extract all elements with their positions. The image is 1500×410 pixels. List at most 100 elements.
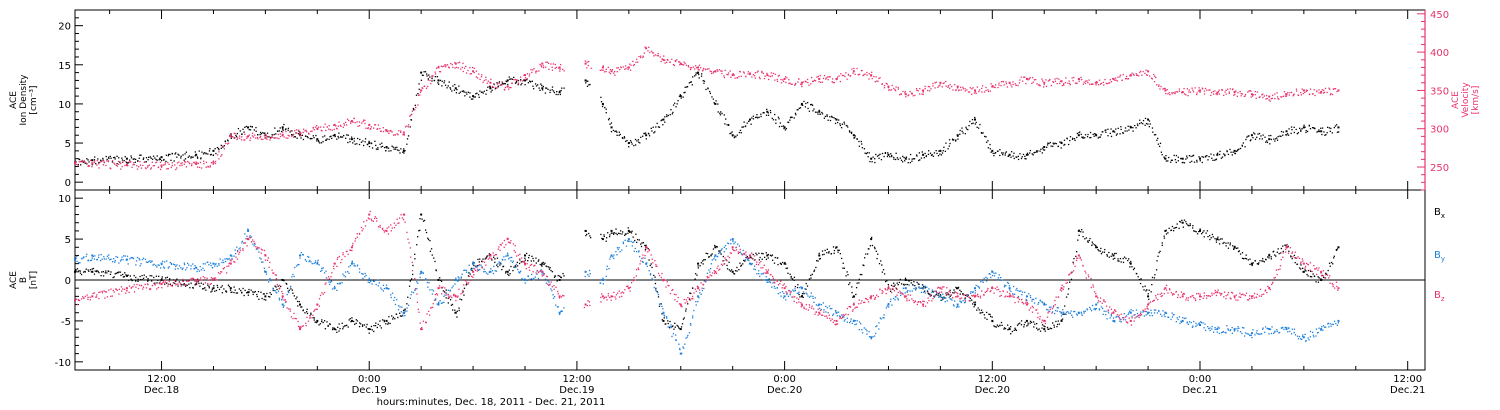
series-by-trace — [858, 321, 861, 323]
series-by-trace — [1110, 314, 1112, 316]
velocity-series-trace — [883, 87, 886, 89]
density-series-trace — [464, 95, 466, 97]
velocity-series-trace — [323, 126, 325, 128]
density-series-trace — [662, 124, 664, 126]
velocity-series-trace — [679, 64, 681, 66]
density-series-trace — [381, 142, 383, 144]
velocity-series-trace — [107, 160, 110, 162]
series-bx-point — [610, 229, 613, 232]
velocity-series-trace — [1218, 89, 1220, 91]
series-bx-trace — [1154, 274, 1156, 276]
series-by-trace — [407, 304, 410, 307]
series-bx-trace — [1173, 227, 1175, 229]
velocity-series-trace — [992, 85, 994, 87]
velocity-series-trace — [727, 72, 730, 74]
velocity-series-trace — [485, 79, 487, 81]
series-bx-trace — [1046, 326, 1049, 329]
velocity-series-trace — [403, 134, 405, 136]
density-series-trace — [743, 121, 745, 123]
density-series-trace — [1287, 134, 1290, 136]
series-bx-trace — [93, 273, 96, 275]
density-series-trace — [551, 86, 554, 88]
density-series-trace — [1026, 152, 1029, 154]
series-by-trace — [537, 277, 540, 280]
density-series-trace — [677, 100, 679, 102]
series-bx-trace — [379, 320, 381, 322]
density-series-trace — [1270, 138, 1273, 141]
series-by-trace — [983, 277, 985, 280]
series-by-trace — [461, 273, 463, 275]
density-series-trace — [511, 78, 514, 80]
series-by-trace — [772, 282, 774, 284]
velocity-series-trace — [891, 84, 893, 87]
series-by-trace — [1119, 320, 1121, 322]
series-bx-trace — [129, 275, 131, 277]
density-series-trace — [938, 150, 940, 152]
density-series-trace — [477, 94, 480, 96]
series-bx-trace — [1229, 242, 1231, 244]
velocity-series-trace — [1174, 92, 1176, 95]
velocity-series-trace — [114, 163, 116, 165]
density-series-trace — [192, 156, 194, 158]
density-series-trace — [94, 156, 96, 158]
density-series-trace — [1242, 142, 1245, 144]
series-bx-trace — [530, 260, 532, 262]
series-bx-trace — [424, 229, 427, 231]
velocity-series-trace — [786, 77, 788, 79]
density-series-trace — [214, 148, 216, 150]
series-by-trace — [1264, 326, 1267, 328]
density-series-trace — [1033, 152, 1035, 154]
series-bx-trace — [1047, 328, 1049, 330]
velocity-series-trace — [667, 59, 669, 61]
velocity-series-trace — [952, 89, 954, 91]
series-bx-trace — [635, 233, 637, 235]
velocity-series-trace — [440, 65, 442, 67]
series-bx-trace — [1265, 258, 1267, 261]
density-series-trace — [1259, 138, 1261, 140]
density-series-trace — [1054, 142, 1056, 144]
series-by-trace — [1056, 307, 1058, 309]
density-series-trace — [814, 111, 817, 113]
series-by-trace — [267, 279, 270, 281]
density-series-trace — [762, 112, 765, 114]
velocity-series-trace — [1174, 91, 1177, 93]
velocity-series-trace — [651, 50, 653, 52]
series-bx-trace — [815, 266, 817, 269]
density-series-trace — [767, 112, 769, 114]
series-by-trace — [836, 315, 838, 317]
velocity-series-trace — [515, 79, 518, 81]
density-series-point — [991, 149, 994, 152]
density-series-trace — [614, 130, 616, 133]
series-by-point — [506, 254, 509, 257]
density-series-trace — [630, 141, 633, 143]
series-by-trace — [113, 258, 115, 260]
density-series-trace — [1196, 159, 1198, 162]
series-by-trace — [807, 295, 809, 297]
velocity-series-trace — [1052, 80, 1054, 83]
series-by-trace — [817, 304, 819, 307]
series-bx-trace — [454, 309, 456, 311]
velocity-series-trace — [801, 85, 803, 88]
density-series-trace — [1035, 150, 1038, 152]
series-bx-trace — [668, 327, 671, 329]
series-by-trace — [829, 307, 831, 310]
velocity-series-trace — [1144, 72, 1146, 75]
velocity-series-trace — [939, 84, 941, 86]
density-series-point — [472, 95, 475, 98]
density-series-trace — [854, 135, 856, 137]
series-by-trace — [1083, 312, 1085, 314]
series-bx-trace — [137, 278, 139, 280]
series-bx-trace — [551, 271, 554, 273]
series-by-trace — [1095, 307, 1097, 310]
series-bx-trace — [644, 244, 646, 247]
density-series-trace — [1316, 131, 1318, 133]
velocity-series-point — [558, 66, 561, 69]
series-by-trace — [521, 277, 523, 280]
series-bx-trace — [200, 282, 202, 284]
series-bx-trace — [497, 266, 499, 268]
velocity-series-trace — [731, 73, 734, 76]
density-series-trace — [987, 147, 990, 149]
series-by-trace — [622, 242, 625, 245]
series-by-trace — [325, 277, 328, 279]
density-series-point — [489, 87, 492, 90]
